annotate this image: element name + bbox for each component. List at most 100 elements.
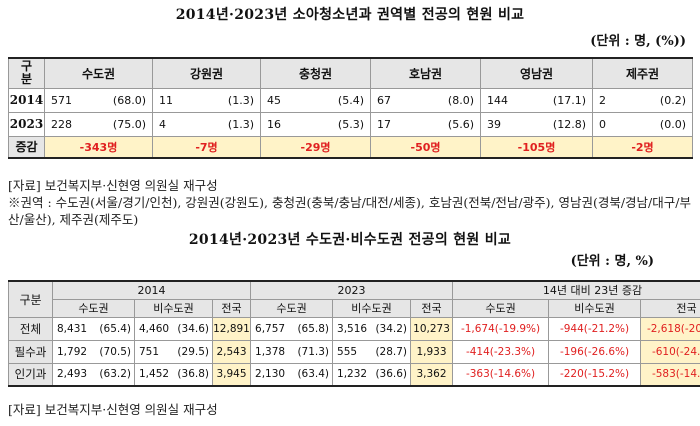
table2-unit: (단위 : 명, %) bbox=[570, 254, 654, 269]
percent-cell: (8.0) bbox=[422, 87, 481, 113]
noncapital-header: 비수도권 bbox=[548, 298, 642, 318]
change-cell: -2,618(-20.3%) bbox=[640, 316, 700, 341]
region-header: 수도권 bbox=[44, 57, 153, 89]
source-note: [자료] 보건복지부·신현영 의원실 재구성 bbox=[8, 402, 218, 417]
count-cell: 39 bbox=[480, 111, 533, 137]
percent-cell: (70.5) bbox=[92, 339, 135, 364]
count-cell: 8,431 bbox=[52, 316, 93, 341]
change-row: 증감 -343명 -7명 -29명 -50명 -105명 -2명 bbox=[8, 135, 693, 159]
region-definition-note: ※권역 : 수도권(서울/경기/인천), 강원권(강원도), 충청권(충북/충남… bbox=[8, 195, 691, 227]
count-cell: 3,516 bbox=[332, 316, 371, 341]
table-row: 전체 8,431 (65.4) 4,460 (34.6) 12,891 6,75… bbox=[8, 316, 700, 341]
row-label: 인기과 bbox=[8, 362, 53, 387]
change-cell: -944(-21.2%) bbox=[548, 316, 642, 341]
national-cell: 3,945 bbox=[211, 362, 252, 387]
table1-title: 2014년·2023년 소아청소년과 권역별 전공의 현원 비교 bbox=[175, 7, 525, 23]
table-row: 인기과 2,493 (63.2) 1,452 (36.8) 3,945 2,13… bbox=[8, 362, 700, 387]
percent-cell: (28.7) bbox=[370, 339, 412, 364]
year-cell: 2023 bbox=[8, 111, 45, 137]
region-header: 제주권 bbox=[592, 57, 693, 89]
source-note: [자료] 보건복지부·신현영 의원실 재구성 bbox=[8, 178, 218, 193]
table-row: 2023 228 (75.0) 4 (1.3) 16 (5.3) 17 (5.6… bbox=[8, 111, 693, 137]
count-cell: 2 bbox=[592, 87, 639, 113]
capital-header: 수도권 bbox=[250, 298, 334, 318]
table-row: 2014 571 (68.0) 11 (1.3) 45 (5.4) 67 (8.… bbox=[8, 87, 693, 113]
change-cell: -343명 bbox=[44, 135, 153, 159]
change-cell: -105명 bbox=[480, 135, 593, 159]
national-cell: 1,933 bbox=[410, 339, 454, 364]
gubun-header: 구분 bbox=[8, 280, 53, 318]
percent-cell: (29.5) bbox=[172, 339, 213, 364]
row-label: 전체 bbox=[8, 316, 53, 341]
capital-header: 수도권 bbox=[52, 298, 135, 318]
percent-cell: (68.0) bbox=[88, 87, 153, 113]
percent-cell: (1.3) bbox=[200, 111, 261, 137]
region-header: 충청권 bbox=[260, 57, 371, 89]
percent-cell: (65.8) bbox=[290, 316, 334, 341]
percent-cell: (0.0) bbox=[638, 111, 693, 137]
count-cell: 1,792 bbox=[52, 339, 93, 364]
count-cell: 4,460 bbox=[134, 316, 173, 341]
national-cell: 10,273 bbox=[410, 316, 454, 341]
national-cell: 3,362 bbox=[410, 362, 454, 387]
percent-cell: (75.0) bbox=[88, 111, 153, 137]
table2-title: 2014년·2023년 수도권·비수도권 전공의 현원 비교 bbox=[188, 232, 512, 248]
count-cell: 1,232 bbox=[332, 362, 371, 387]
count-cell: 6,757 bbox=[250, 316, 291, 341]
change-cell: -363(-14.6%) bbox=[452, 362, 550, 387]
row-label: 필수과 bbox=[8, 339, 53, 364]
capital-vs-noncapital-table: 구분 2014 2023 14년 대비 23년 증감 수도권 비수도권 전국 수… bbox=[8, 280, 700, 387]
change-cell: -196(-26.6%) bbox=[548, 339, 642, 364]
change-cell: -583(-14.8%) bbox=[640, 362, 700, 387]
year-header: 2023 bbox=[250, 280, 454, 300]
year-cell: 2014 bbox=[8, 87, 45, 113]
percent-cell: (36.8) bbox=[172, 362, 213, 387]
table2-subheader-row: 수도권 비수도권 전국 수도권 비수도권 전국 수도권 비수도권 전국 bbox=[9, 298, 700, 318]
national-header: 전국 bbox=[410, 298, 454, 318]
percent-cell: (63.4) bbox=[290, 362, 334, 387]
percent-cell: (5.6) bbox=[422, 111, 481, 137]
region-header: 호남권 bbox=[370, 57, 481, 89]
count-cell: 17 bbox=[370, 111, 423, 137]
percent-cell: (34.6) bbox=[172, 316, 213, 341]
change-cell: -50명 bbox=[370, 135, 481, 159]
noncapital-header: 비수도권 bbox=[332, 298, 412, 318]
count-cell: 11 bbox=[152, 87, 201, 113]
count-cell: 1,452 bbox=[134, 362, 173, 387]
count-cell: 751 bbox=[134, 339, 173, 364]
percent-cell: (65.4) bbox=[92, 316, 135, 341]
region-header: 강원권 bbox=[152, 57, 261, 89]
noncapital-header: 비수도권 bbox=[134, 298, 213, 318]
count-cell: 555 bbox=[332, 339, 371, 364]
count-cell: 16 bbox=[260, 111, 311, 137]
change-cell: -414(-23.3%) bbox=[452, 339, 550, 364]
count-cell: 2,130 bbox=[250, 362, 291, 387]
national-header: 전국 bbox=[640, 298, 700, 318]
change-cell: -2명 bbox=[592, 135, 693, 159]
national-header: 전국 bbox=[211, 298, 252, 318]
change-cell: -610(-24.0%) bbox=[640, 339, 700, 364]
count-cell: 4 bbox=[152, 111, 201, 137]
percent-cell: (0.2) bbox=[638, 87, 693, 113]
count-cell: 1,378 bbox=[250, 339, 291, 364]
count-cell: 0 bbox=[592, 111, 639, 137]
table1-unit: (단위 : 명, (%)) bbox=[590, 34, 686, 49]
count-cell: 45 bbox=[260, 87, 311, 113]
national-cell: 12,891 bbox=[211, 316, 252, 341]
capital-header: 수도권 bbox=[452, 298, 550, 318]
count-cell: 571 bbox=[44, 87, 89, 113]
percent-cell: (71.3) bbox=[290, 339, 334, 364]
table-row: 필수과 1,792 (70.5) 751 (29.5) 2,543 1,378 … bbox=[8, 339, 700, 364]
percent-cell: (36.6) bbox=[370, 362, 412, 387]
change-cell: -7명 bbox=[152, 135, 261, 159]
change-cell: -1,674(-19.9%) bbox=[452, 316, 550, 341]
table2-header-row: 구분 2014 2023 14년 대비 23년 증감 bbox=[8, 280, 700, 318]
region-header: 영남권 bbox=[480, 57, 593, 89]
change-cell: -29명 bbox=[260, 135, 371, 159]
percent-cell: (34.2) bbox=[370, 316, 412, 341]
percent-cell: (12.8) bbox=[532, 111, 593, 137]
count-cell: 144 bbox=[480, 87, 533, 113]
change-header: 14년 대비 23년 증감 bbox=[452, 280, 700, 300]
